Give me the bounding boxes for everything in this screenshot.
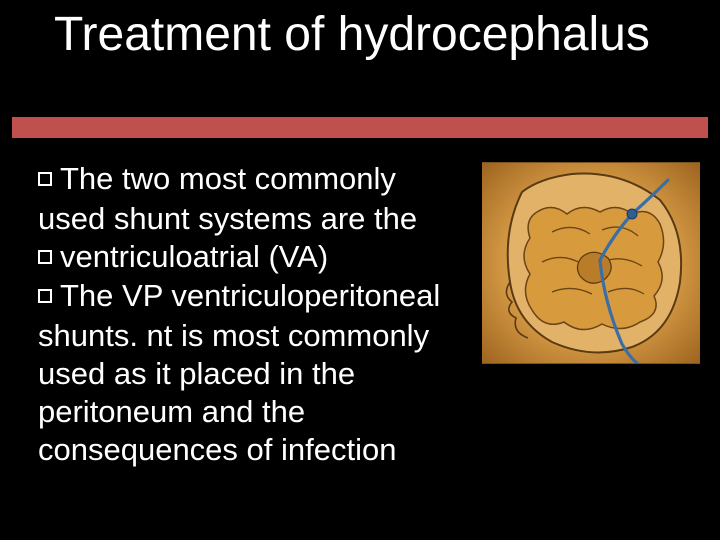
square-bullet-icon [38, 289, 52, 303]
slide-title-block: Treatment of hydrocephalus [54, 8, 674, 62]
bullet-item: ventriculoatrial (VA) [38, 238, 468, 276]
bullet-text: The VP ventriculoperitoneal [60, 277, 440, 315]
bullet-text: The two most commonly [60, 160, 396, 198]
bullet-item: The two most commonly [38, 160, 468, 198]
square-bullet-icon [38, 250, 52, 264]
bullet-item: The VP ventriculoperitoneal [38, 277, 468, 315]
title-accent-underline [12, 138, 708, 141]
brain-illustration-svg [482, 162, 700, 364]
slide-title: Treatment of hydrocephalus [54, 8, 674, 62]
body-content: The two most commonly used shunt systems… [38, 160, 468, 469]
title-accent-bar [12, 117, 708, 139]
square-bullet-icon [38, 172, 52, 186]
bullet-text: ventriculoatrial (VA) [60, 238, 328, 276]
bullet-continuation: shunts. nt is most commonly used as it p… [38, 317, 468, 468]
brain-shunt-illustration [482, 162, 700, 364]
bullet-continuation: used shunt systems are the [38, 200, 468, 238]
